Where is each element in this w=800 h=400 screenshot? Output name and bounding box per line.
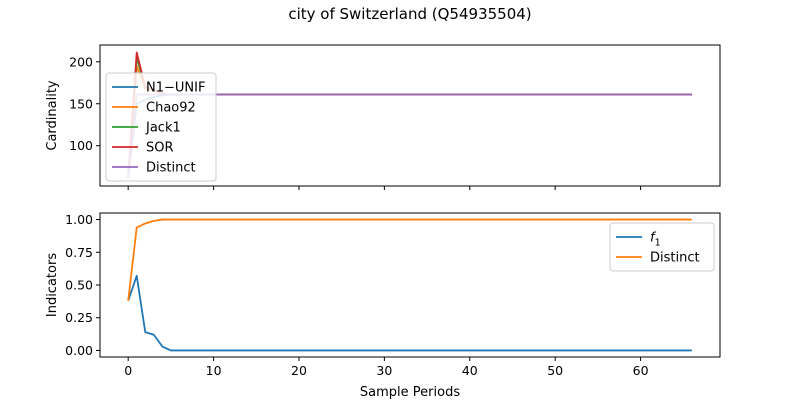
y-tick-label: 0.50	[65, 278, 93, 293]
y-tick-label: 150	[69, 96, 93, 111]
subplot-1: 100 150 200 Cardinality N1−UNIF Chao92 Jack1 SO…	[45, 44, 721, 190]
y-axis-label: Indicators	[45, 253, 60, 317]
x-axis-label: Sample Periods	[360, 385, 460, 400]
y-tick-label: 0.75	[65, 245, 93, 260]
legend-box	[609, 222, 715, 272]
legend-label: SOR	[146, 141, 174, 156]
y-axis-label: Cardinality	[45, 80, 60, 151]
x-tick-label: 10	[206, 363, 222, 378]
axes-frame	[99, 44, 721, 187]
y-tick-label: 1.00	[65, 212, 93, 227]
legend-label: Distinct	[650, 251, 700, 266]
x-tick-label: 30	[376, 363, 392, 378]
x-tick-label: 20	[291, 363, 307, 378]
x-tick-label: 50	[547, 363, 563, 378]
legend-label: N1−UNIF	[146, 81, 205, 96]
legend: f1 Distinct	[609, 222, 715, 272]
legend-label: Jack1	[145, 121, 181, 136]
y-tick-label: 0.25	[65, 310, 93, 325]
x-tick-label: 0	[124, 363, 132, 378]
legend-box	[105, 72, 217, 182]
x-tick-label: 40	[462, 363, 478, 378]
y-tick-label: 0.00	[65, 343, 93, 358]
legend-label: Distinct	[146, 161, 196, 176]
series-group	[127, 218, 692, 352]
figure-title: city of Switzerland (Q54935504)	[288, 5, 531, 23]
series-line-2-2	[127, 218, 692, 301]
y-tick-label: 200	[69, 54, 93, 69]
legend: N1−UNIF Chao92 Jack1 SOR Distinct	[105, 72, 217, 182]
series-line-2-1	[127, 274, 692, 352]
legend-label: Chao92	[146, 101, 196, 116]
x-tick-label: 60	[633, 363, 649, 378]
y-tick-label: 100	[69, 138, 93, 153]
legend-label: f1	[650, 231, 661, 249]
subplot-2: 0 10 20 30 40 50 60 0.00 0.25 0.50 0.75 1.00 Indicat…	[45, 212, 721, 400]
